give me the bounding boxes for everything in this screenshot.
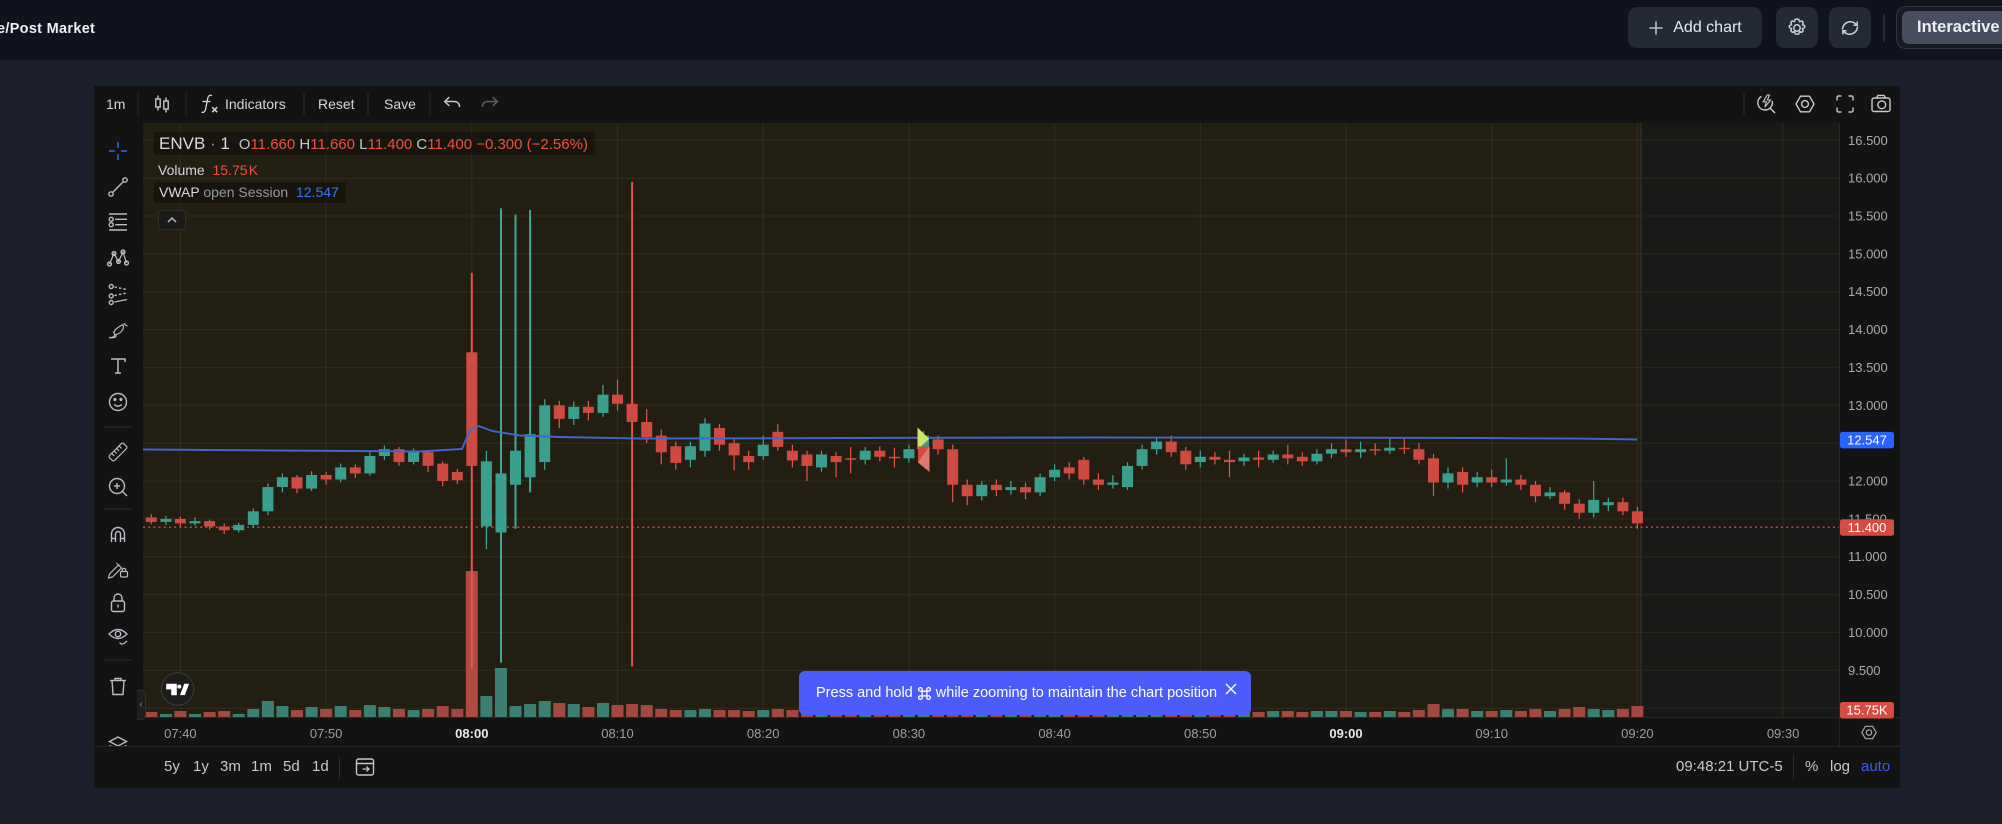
svg-text:12.000: 12.000 (1848, 474, 1888, 489)
svg-text:09:00: 09:00 (1329, 726, 1362, 741)
svg-text:15.500: 15.500 (1848, 209, 1888, 224)
svg-text:08:00: 08:00 (455, 726, 488, 741)
svg-text:09:20: 09:20 (1621, 726, 1654, 741)
svg-text:10.000: 10.000 (1848, 625, 1888, 640)
svg-text:13.500: 13.500 (1848, 360, 1888, 375)
svg-text:9.500: 9.500 (1848, 663, 1881, 678)
svg-text:15.75K: 15.75K (1846, 703, 1888, 718)
svg-text:08:40: 08:40 (1038, 726, 1071, 741)
svg-text:08:50: 08:50 (1184, 726, 1217, 741)
svg-text:12.547: 12.547 (1847, 433, 1887, 448)
svg-text:09:30: 09:30 (1767, 726, 1800, 741)
svg-text:16.000: 16.000 (1848, 171, 1888, 186)
svg-text:14.000: 14.000 (1848, 322, 1888, 337)
svg-text:14.500: 14.500 (1848, 284, 1888, 299)
svg-text:16.500: 16.500 (1848, 133, 1888, 148)
svg-text:08:30: 08:30 (893, 726, 926, 741)
svg-text:07:50: 07:50 (310, 726, 343, 741)
svg-text:15.000: 15.000 (1848, 246, 1888, 261)
svg-text:11.400: 11.400 (1848, 520, 1887, 535)
svg-text:13.000: 13.000 (1848, 398, 1888, 413)
svg-text:07:40: 07:40 (164, 726, 197, 741)
svg-text:08:20: 08:20 (747, 726, 780, 741)
svg-text:08:10: 08:10 (601, 726, 634, 741)
svg-text:09:10: 09:10 (1475, 726, 1508, 741)
svg-text:10.500: 10.500 (1848, 587, 1888, 602)
svg-text:11.000: 11.000 (1848, 549, 1887, 564)
